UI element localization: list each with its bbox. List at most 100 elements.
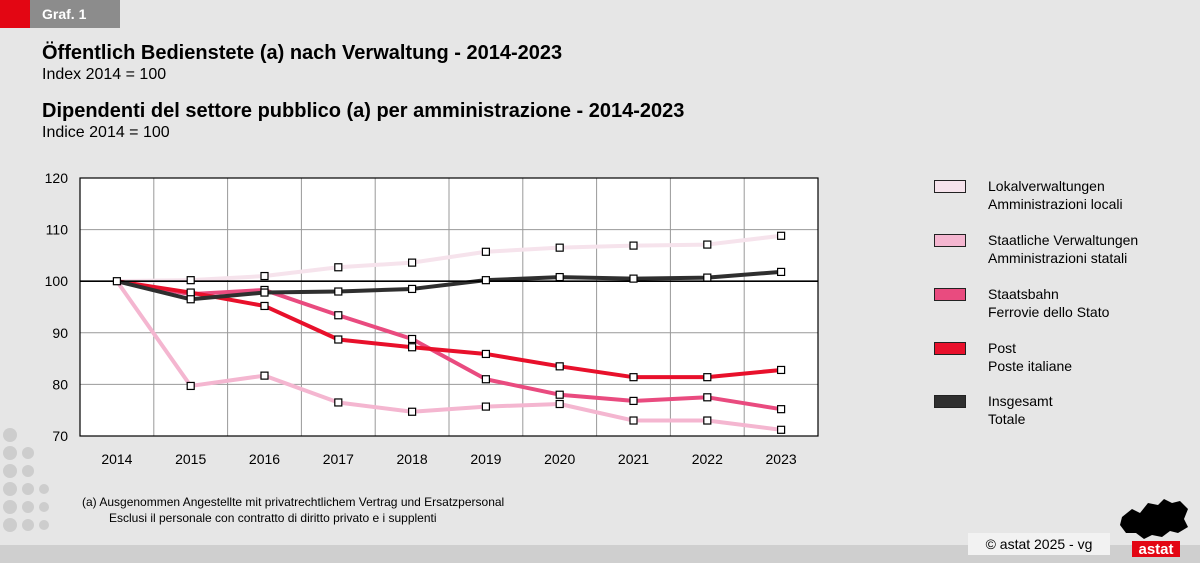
data-point-marker: [260, 301, 269, 311]
data-point-marker: [481, 402, 490, 411]
data-point-marker: [555, 243, 564, 252]
x-tick-label: 2018: [397, 451, 428, 467]
series-line: [114, 279, 784, 432]
data-point-marker: [260, 371, 269, 380]
data-point-marker: [703, 393, 712, 402]
data-point-marker: [629, 274, 638, 283]
data-point-marker: [776, 405, 786, 414]
legend-item-railway: Staatsbahn Ferrovie dello Stato: [930, 285, 1190, 325]
y-tick-label: 120: [45, 170, 69, 186]
legend-item-post: Post Poste italiane: [930, 339, 1190, 379]
data-point-marker: [555, 362, 564, 371]
logo-text: astat: [1138, 541, 1173, 558]
data-point-marker: [776, 267, 786, 277]
footnote-line-2: Esclusi il personale con contratto di di…: [109, 511, 437, 525]
data-point-marker: [703, 240, 712, 249]
data-point-marker: [481, 276, 490, 285]
data-point-marker: [260, 288, 269, 297]
data-point-marker: [629, 396, 638, 406]
data-point-marker: [334, 398, 343, 407]
y-tick-label: 100: [45, 273, 69, 289]
subtitle-de: Index 2014 = 100: [42, 66, 167, 83]
data-point-marker: [629, 373, 638, 382]
legend-swatch-post: [934, 342, 966, 355]
data-point-marker: [334, 263, 343, 272]
data-point-marker: [334, 287, 343, 296]
title-de: Öffentlich Bedienstete (a) nach Verwaltu…: [42, 42, 563, 64]
series-line: [114, 279, 784, 380]
legend-swatch-railway: [934, 288, 966, 301]
data-point-marker: [481, 375, 490, 384]
legend-label: Amministrazioni locali: [988, 196, 1123, 212]
x-tick-label: 2023: [766, 451, 797, 467]
legend-item-local: Lokalverwaltungen Amministrazioni locali: [930, 177, 1190, 217]
data-point-marker: [408, 343, 417, 352]
x-tick-label: 2017: [323, 451, 354, 467]
legend-label: Staatsbahn: [988, 286, 1059, 302]
copyright-notice: © astat 2025 - vg: [968, 533, 1110, 555]
legend-label: Post: [988, 340, 1017, 356]
x-tick-label: 2016: [249, 451, 280, 467]
x-tick-label: 2021: [618, 451, 649, 467]
data-point-marker: [481, 247, 490, 256]
plot-frame: [79, 177, 819, 437]
data-point-marker: [334, 311, 343, 320]
bottom-bar: [0, 545, 1200, 563]
data-point-marker: [260, 271, 269, 281]
legend-item-state: Staatliche Verwaltungen Amministrazioni s…: [930, 231, 1190, 271]
data-point-marker: [408, 407, 417, 416]
data-point-marker: [555, 390, 564, 399]
footnote: (a) Ausgenommen Angestellte mit privatre…: [82, 494, 504, 526]
x-tick-label: 2022: [692, 451, 723, 467]
legend-label: Lokalverwaltungen: [988, 178, 1105, 194]
data-point-marker: [703, 373, 712, 382]
series-line: [114, 233, 784, 284]
data-point-marker: [776, 365, 786, 375]
x-tick-label: 2020: [544, 451, 575, 467]
subtitle-it: Indice 2014 = 100: [42, 124, 170, 141]
region-map-shape: [1120, 499, 1188, 539]
series-line: [114, 279, 784, 412]
legend-label: Staatliche Verwaltungen: [988, 232, 1139, 248]
decorative-dots: [3, 428, 49, 532]
graph-tag-accent: [0, 0, 30, 28]
data-point-marker: [703, 273, 712, 282]
data-point-marker: [186, 288, 195, 297]
legend-label: Poste italiane: [988, 358, 1073, 374]
data-point-marker: [481, 349, 490, 359]
data-point-marker: [555, 399, 564, 409]
data-point-marker: [112, 277, 122, 286]
data-point-marker: [186, 295, 195, 304]
logo-red-band: [1132, 541, 1180, 557]
data-point-marker: [629, 241, 638, 250]
x-tick-label: 2019: [470, 451, 501, 467]
data-point-marker: [703, 416, 712, 425]
legend-label: Amministrazioni statali: [988, 250, 1128, 266]
legend-label: Insgesamt: [988, 393, 1053, 409]
footnote-line-1: (a) Ausgenommen Angestellte mit privatre…: [82, 495, 505, 509]
legend-label: Ferrovie dello Stato: [988, 304, 1110, 320]
data-point-marker: [555, 272, 564, 282]
series-line: [114, 269, 784, 302]
data-point-marker: [408, 258, 417, 267]
graph-label: Graf. 1: [30, 0, 120, 28]
y-tick-label: 80: [52, 376, 68, 392]
y-tick-label: 70: [52, 428, 68, 444]
title-it: Dipendenti del settore pubblico (a) per …: [42, 100, 685, 122]
data-point-marker: [408, 334, 417, 344]
legend-label: Totale: [988, 411, 1026, 427]
y-tick-label: 110: [46, 222, 69, 238]
x-tick-label: 2015: [175, 451, 206, 467]
legend-swatch-state: [934, 234, 966, 247]
data-point-marker: [629, 416, 638, 425]
data-point-marker: [776, 231, 786, 240]
x-tick-label: 2014: [101, 451, 132, 467]
legend-item-total: Insgesamt Totale: [930, 392, 1190, 432]
data-point-marker: [776, 425, 786, 434]
data-point-marker: [186, 276, 195, 285]
data-point-marker: [186, 381, 195, 391]
y-tick-label: 90: [52, 325, 68, 341]
legend-swatch-local: [934, 180, 966, 193]
astat-logo: astat: [1120, 499, 1188, 558]
